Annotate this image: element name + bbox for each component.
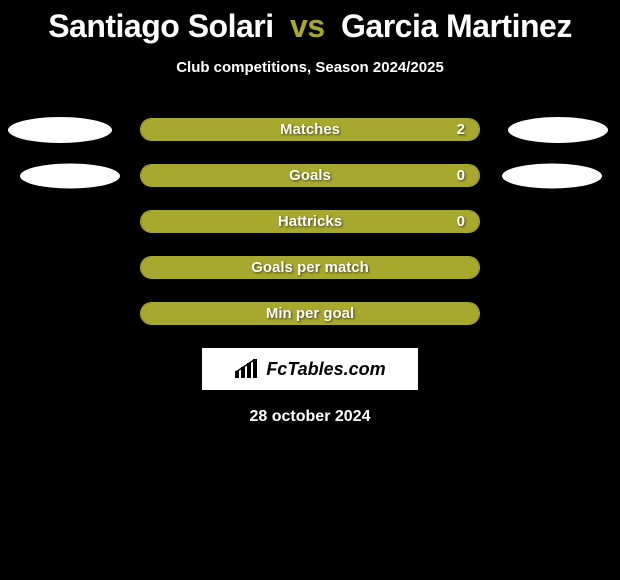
ellipse-left (20, 163, 120, 188)
logo-text: FcTables.com (266, 359, 385, 380)
stat-bar: Min per goal (140, 302, 480, 325)
stat-bar-fill (141, 303, 479, 324)
stat-bar-fill (141, 119, 479, 140)
stat-bar-fill (141, 257, 479, 278)
stat-row: Hattricks0 (0, 210, 620, 233)
date-label: 28 october 2024 (0, 408, 620, 426)
ellipse-right (502, 163, 602, 188)
stat-row: Min per goal (0, 302, 620, 325)
stat-row: Goals per match (0, 256, 620, 279)
stats-chart: Matches2 Goals0 Hattricks0 Goals per match M… (0, 118, 620, 325)
stat-bar: Goals0 (140, 164, 480, 187)
ellipse-left (8, 117, 112, 143)
stat-bar: Goals per match (140, 256, 480, 279)
stat-row: Goals0 (0, 164, 620, 187)
stat-bar: Hattricks0 (140, 210, 480, 233)
stat-bar: Matches2 (140, 118, 480, 141)
barchart-icon (234, 359, 260, 379)
page-title: Santiago Solari vs Garcia Martinez (0, 0, 620, 45)
subtitle: Club competitions, Season 2024/2025 (0, 59, 620, 76)
logo-box: FcTables.com (202, 348, 418, 390)
ellipse-right (508, 117, 608, 143)
title-vs: vs (290, 8, 325, 44)
stat-bar-fill (141, 165, 479, 186)
stat-row: Matches2 (0, 118, 620, 141)
stat-bar-fill (141, 211, 479, 232)
title-player2: Garcia Martinez (341, 8, 572, 44)
title-player1: Santiago Solari (48, 8, 273, 44)
